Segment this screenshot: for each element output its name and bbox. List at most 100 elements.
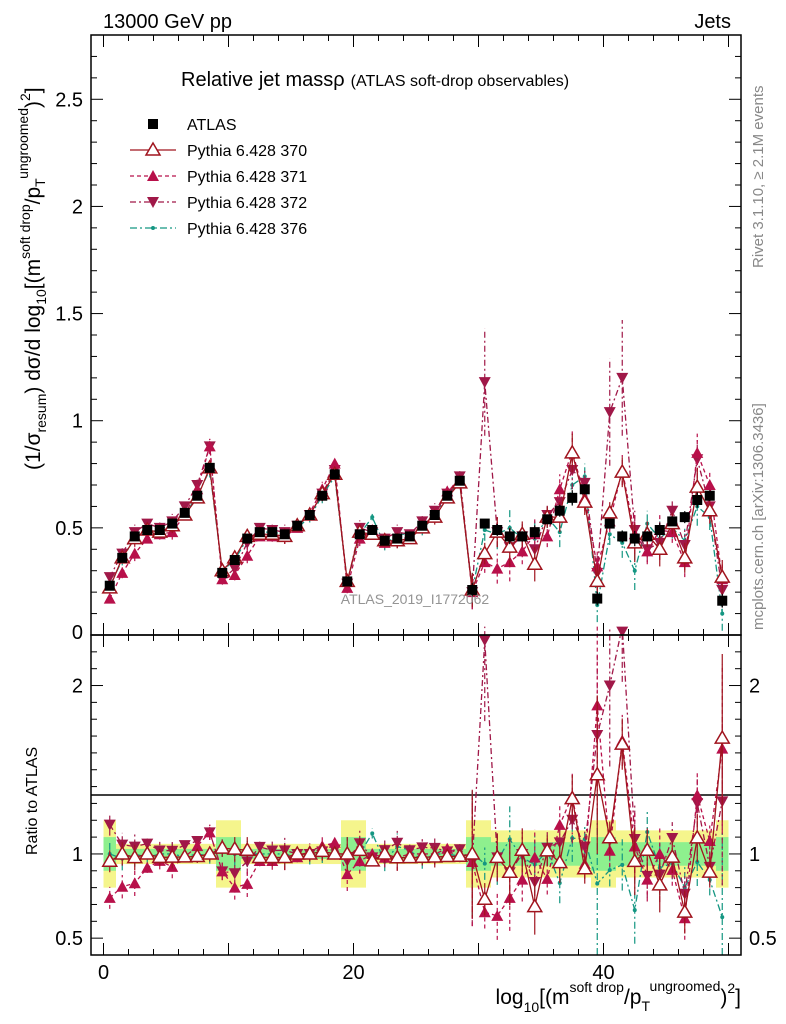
ratio-point: [216, 865, 229, 877]
band-inner-bin: [566, 842, 579, 866]
legend: ATLAS Pythia 6.428 370 Pythia 6.428 371 Pyt…: [130, 117, 307, 238]
data-point: [691, 446, 704, 458]
ratio-point: [701, 863, 719, 878]
ratio-point: [313, 842, 331, 858]
ratio-point: [538, 842, 556, 857]
legend-label: Pythia 6.428 371: [187, 169, 307, 186]
header-left: 13000 GeV pp: [103, 11, 232, 33]
ratio-point: [513, 841, 531, 857]
legend-entry: Pythia 6.428 370: [130, 141, 307, 160]
band-inner-bin: [678, 842, 691, 866]
data-point: [576, 493, 594, 508]
series-atlas: [104, 462, 728, 608]
data-point: [482, 528, 487, 532]
ratio-point: [488, 848, 506, 864]
side-label-mcplots: mcplots.cern.ch [arXiv:1306.3436]: [750, 403, 767, 630]
data-point: [720, 611, 725, 616]
data-point: [404, 531, 415, 542]
data-point: [379, 535, 390, 546]
series-layer: [101, 320, 731, 955]
data-point: [279, 529, 290, 540]
data-point: [370, 515, 375, 520]
ratio-point: [563, 790, 581, 805]
data-point: [579, 484, 590, 495]
data-point: [103, 572, 116, 584]
data-point: [204, 462, 215, 473]
data-point: [116, 566, 129, 578]
ratio-point: [426, 848, 444, 863]
y-tick-label-ratio: 0.5: [55, 928, 83, 950]
ratio-point: [601, 829, 619, 844]
ratio-point: [691, 789, 704, 801]
ratio-point: [370, 831, 375, 836]
ratio-point: [128, 877, 141, 889]
ratio-point: [526, 898, 544, 913]
side-label-rivet: Rivet 3.1.10, ≥ 2.1M events: [750, 86, 767, 269]
ratio-point: [438, 848, 456, 863]
ratio-point: [103, 819, 116, 831]
data-point: [203, 440, 216, 452]
ratio-point: [388, 849, 406, 864]
data-point: [154, 525, 165, 535]
data-point: [701, 502, 719, 517]
ratio-point: [138, 845, 156, 860]
y-tick-label-ratio: 1: [72, 844, 83, 866]
legend-entry: Pythia 6.428 372: [130, 195, 307, 212]
data-point: [578, 477, 591, 489]
data-point: [632, 568, 637, 573]
data-point: [613, 463, 631, 478]
data-point: [501, 538, 519, 553]
ratio-point: [363, 852, 381, 867]
data-point: [651, 540, 669, 556]
legend-label: Pythia 6.428 370: [187, 143, 307, 160]
data-point: [616, 372, 629, 384]
xlabel: log10[(msoft drop/pTungroomed)2]: [496, 978, 741, 1015]
y-tick-label-main: 0.5: [55, 518, 83, 540]
data-point: [588, 572, 606, 588]
ratio-point: [328, 836, 341, 848]
y-tick-label-ratio-right: 1: [749, 844, 760, 866]
data-point: [676, 549, 694, 564]
data-point: [704, 490, 715, 501]
series-line-main: [109, 377, 723, 593]
ratio-point: [688, 829, 706, 844]
data-point: [228, 569, 241, 580]
data-point: [620, 540, 625, 545]
data-point: [254, 527, 265, 538]
legend-marker: [147, 197, 159, 208]
ratio-point: [391, 837, 404, 849]
data-point: [688, 478, 706, 493]
series-line-ratio: [109, 705, 723, 919]
ratio-point: [101, 852, 119, 868]
y-tick-label-main-zero: 0: [72, 622, 83, 644]
ratio-point: [626, 852, 644, 868]
ratio-point: [463, 845, 481, 860]
ratio-point: [641, 873, 654, 885]
ratio-point: [116, 880, 129, 892]
data-point: [526, 555, 544, 571]
ratio-point: [213, 839, 231, 854]
data-point: [592, 593, 603, 604]
ratio-point: [666, 833, 679, 845]
ratio-point: [226, 840, 244, 855]
ratio-point: [613, 735, 631, 750]
ratio-point: [653, 847, 666, 859]
data-point: [504, 531, 515, 542]
axis-ticks: 0.511.522.500.5 0.51 12 20 20 40: [55, 34, 777, 984]
data-point: [179, 507, 190, 518]
ratio-point: [603, 680, 616, 692]
ratio-point: [676, 903, 694, 918]
ratio-point: [263, 848, 281, 864]
data-point: [554, 505, 565, 516]
data-point: [342, 576, 353, 587]
ratio-point: [720, 915, 725, 920]
ratio-point: [238, 841, 256, 856]
header-right: Jets: [694, 11, 731, 33]
y-tick-label-ratio-right: 2: [749, 676, 760, 698]
data-point: [229, 555, 240, 565]
data-point: [642, 531, 653, 542]
ratio-point: [188, 848, 206, 863]
data-point: [517, 531, 528, 542]
ratio-point: [413, 848, 431, 863]
data-point: [713, 568, 731, 583]
